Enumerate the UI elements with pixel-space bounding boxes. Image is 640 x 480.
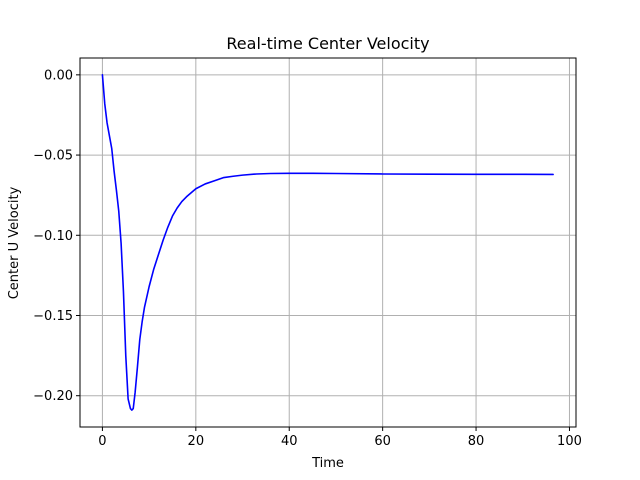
series-layer [101,74,554,411]
x-tick-label: 100 [557,434,582,449]
x-axis-label: Time [311,456,344,471]
x-axis: 0 20 40 60 80 100 [98,427,582,449]
y-tick-label: 0.00 [44,68,73,83]
grid [80,58,576,427]
y-axis: 0.00 −0.05 −0.10 −0.15 −0.20 [33,68,80,404]
x-tick-label: 0 [98,434,106,449]
y-axis-label: Center U Velocity [7,186,22,299]
plot-frame [79,57,577,428]
plot-background [80,58,576,427]
chart-title: Real-time Center Velocity [226,34,429,53]
x-tick-label: 40 [281,434,298,449]
x-tick-label: 20 [188,434,205,449]
y-tick-label: −0.10 [33,229,73,244]
x-tick-label: 80 [468,434,485,449]
y-tick-label: −0.15 [33,309,73,324]
y-tick-label: −0.05 [33,149,73,164]
y-tick-label: −0.20 [33,389,73,404]
series-line [101,74,554,411]
x-tick-label: 60 [374,434,391,449]
